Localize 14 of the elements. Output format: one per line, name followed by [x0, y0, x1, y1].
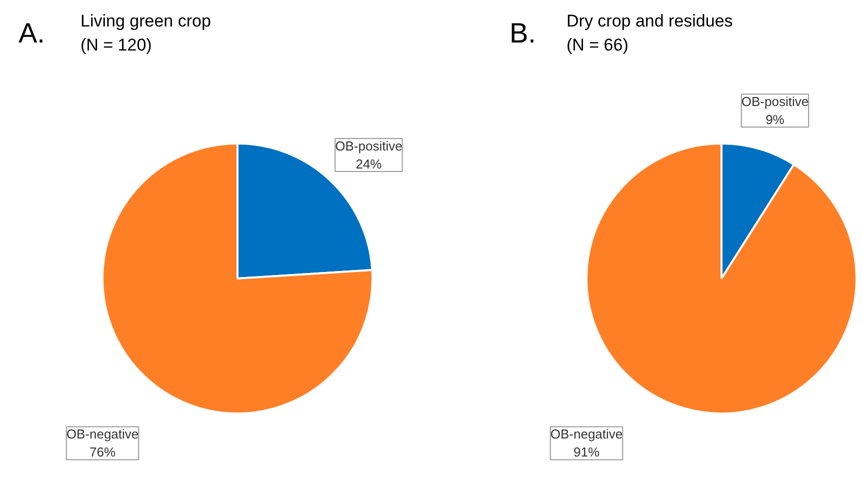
chart-title: Dry crop and residues: [566, 12, 733, 30]
chart-subtitle: (N = 66): [566, 36, 628, 54]
data-label: 9%: [766, 112, 785, 128]
slice-label: OB-negative: [66, 426, 139, 442]
data-label: 91%: [573, 444, 600, 460]
chart-subtitle: (N = 120): [80, 36, 152, 54]
slice-label: OB-negative: [550, 426, 623, 442]
chart-title: Living green crop: [80, 12, 211, 30]
data-label: 24%: [356, 156, 382, 172]
slice-label: OB-positive: [741, 94, 809, 110]
data-label: 76%: [89, 444, 116, 460]
slice-label: OB-positive: [335, 138, 402, 154]
text: A.: [18, 18, 45, 48]
text: B.: [510, 18, 536, 48]
